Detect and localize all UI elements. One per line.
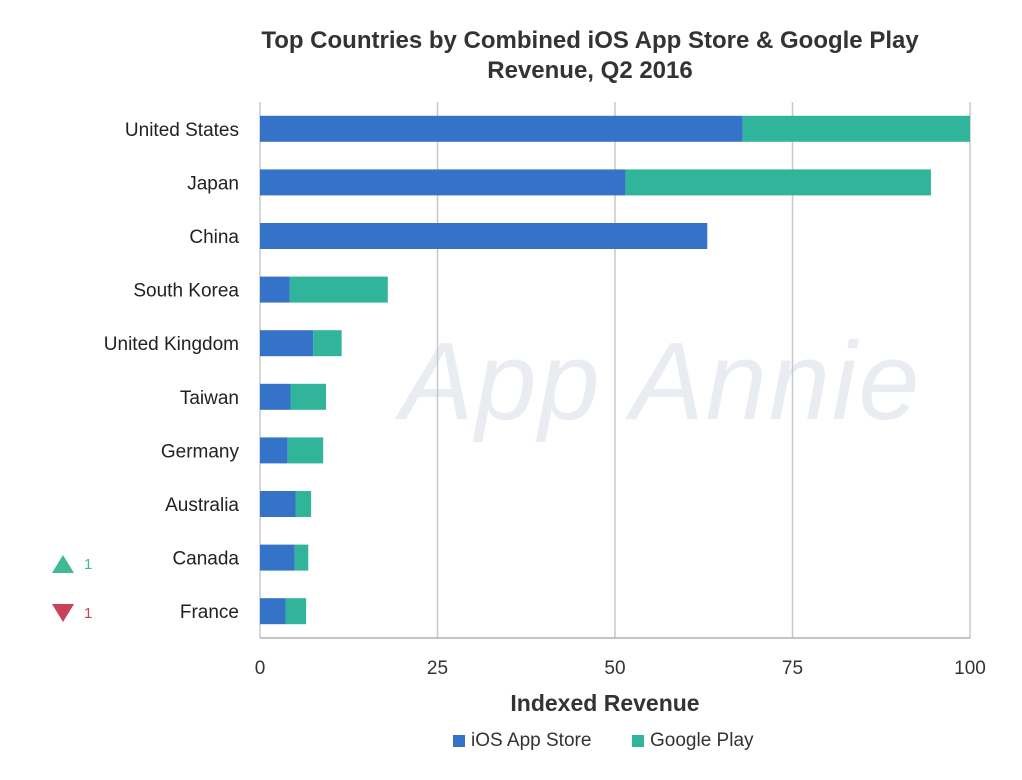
x-tick-label: 100 bbox=[954, 658, 986, 679]
category-label: France bbox=[180, 602, 239, 623]
category-label: Japan bbox=[187, 173, 239, 194]
bar-google-play bbox=[294, 544, 309, 571]
chart-title-line1: Top Countries by Combined iOS App Store … bbox=[261, 27, 919, 54]
bar-ios bbox=[260, 383, 291, 410]
category-label: Canada bbox=[172, 549, 239, 570]
bar-ios bbox=[260, 223, 708, 249]
category-label: United Kingdom bbox=[104, 334, 239, 355]
x-tick-label: 75 bbox=[782, 658, 803, 679]
bar-ios bbox=[260, 330, 314, 357]
bar-ios bbox=[260, 437, 288, 464]
category-label: South Korea bbox=[133, 281, 239, 302]
legend-label-ios: iOS App Store bbox=[471, 730, 592, 751]
category-label: Taiwan bbox=[180, 388, 239, 409]
chart-title: Top Countries by Combined iOS App Store … bbox=[190, 26, 990, 86]
x-tick-label: 25 bbox=[427, 658, 448, 679]
category-label: China bbox=[189, 227, 239, 248]
bar-ios bbox=[260, 169, 626, 196]
bar-google-play bbox=[313, 330, 342, 357]
watermark-logo: App Annie bbox=[400, 320, 922, 443]
bar-google-play bbox=[287, 437, 324, 464]
rank-change-canada: 1 bbox=[52, 555, 92, 573]
bar-google-play bbox=[295, 491, 312, 517]
rank-down-icon bbox=[52, 604, 74, 622]
bar-google-play bbox=[625, 169, 931, 196]
bar-google-play bbox=[290, 383, 327, 410]
bar-ios bbox=[260, 115, 743, 142]
bar-google-play bbox=[285, 598, 307, 625]
rank-change-value: 1 bbox=[84, 555, 93, 573]
x-axis-label: Indexed Revenue bbox=[510, 690, 699, 716]
bar-ios bbox=[260, 598, 286, 625]
category-label: Germany bbox=[161, 441, 240, 462]
bar-ios bbox=[260, 276, 290, 303]
x-tick-label: 50 bbox=[604, 658, 625, 679]
legend-swatch-google-play bbox=[632, 735, 644, 747]
category-label: United States bbox=[125, 120, 239, 141]
chart-title-line2: Revenue, Q2 2016 bbox=[487, 57, 693, 84]
legend-item-ios: iOS App Store bbox=[453, 730, 591, 752]
legend: iOS App Store Google Play bbox=[0, 730, 1022, 754]
rank-change-value: 1 bbox=[84, 604, 93, 622]
bar-google-play bbox=[289, 276, 388, 303]
bar-ios bbox=[260, 491, 296, 517]
legend-item-google-play: Google Play bbox=[632, 730, 754, 752]
rank-up-icon bbox=[52, 555, 74, 573]
bar-google-play bbox=[742, 115, 970, 142]
bar-ios bbox=[260, 544, 295, 571]
x-tick-label: 0 bbox=[255, 658, 266, 679]
legend-label-google-play: Google Play bbox=[650, 730, 754, 751]
legend-swatch-ios bbox=[453, 735, 465, 747]
rank-change-france: 1 bbox=[52, 604, 92, 622]
category-label: Australia bbox=[165, 495, 239, 516]
